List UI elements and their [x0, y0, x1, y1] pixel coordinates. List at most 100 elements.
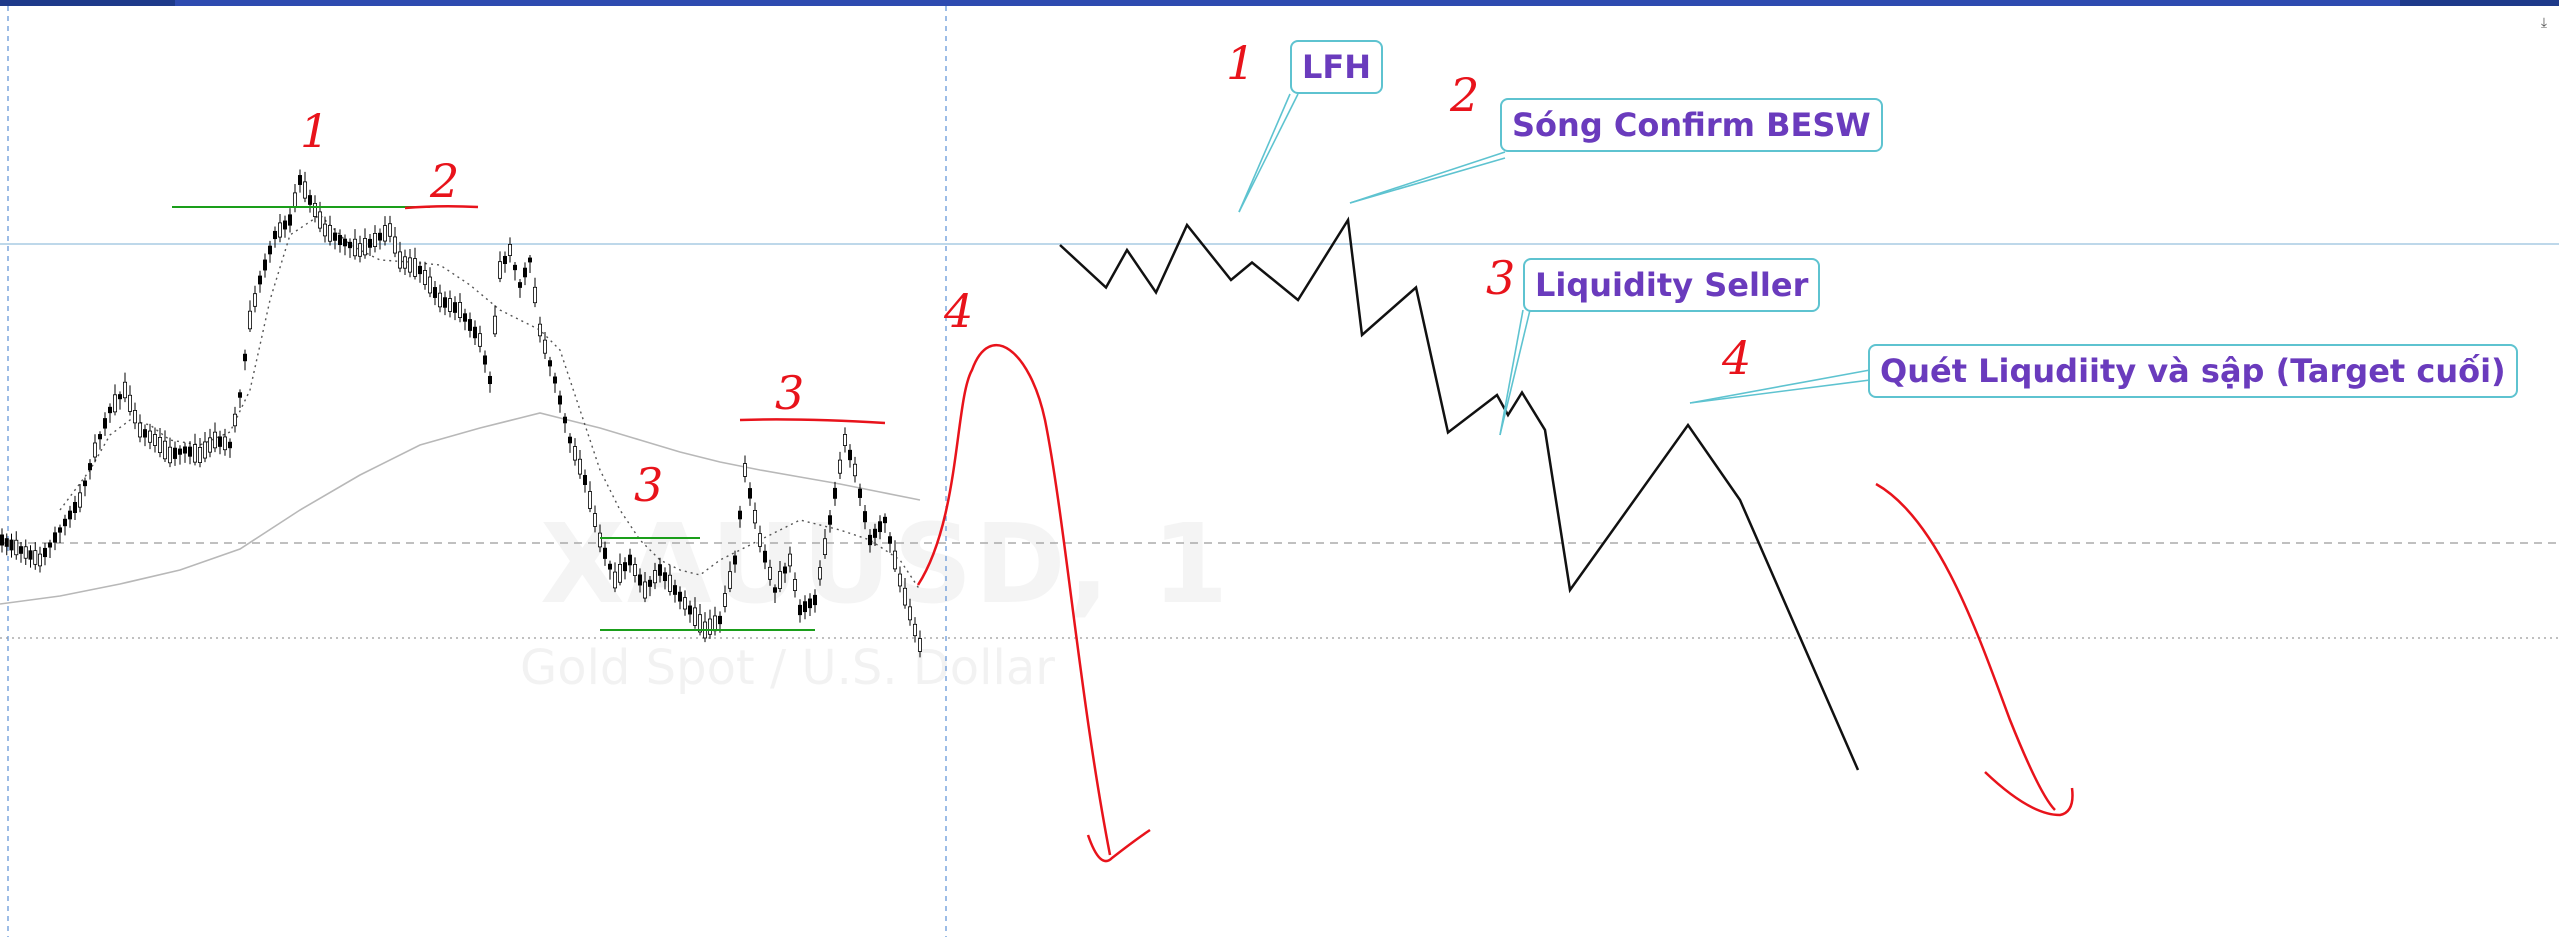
candle-body [217, 436, 222, 447]
candle-body [738, 510, 743, 520]
candle-body [863, 511, 868, 523]
callout-liquidity-seller[interactable]: Liquidity Seller [1523, 258, 1821, 312]
structure-label-left-1[interactable]: 1 [300, 104, 330, 158]
candle-body [893, 550, 898, 570]
candle-body [257, 275, 262, 285]
candle-body [307, 195, 312, 205]
candle-body [132, 410, 137, 424]
callout-connector-lfh-2 [1238, 93, 1291, 213]
candle-body [568, 436, 573, 444]
annotation-line-3-top[interactable] [739, 418, 886, 425]
candle-body [823, 538, 828, 556]
candle-body [633, 564, 638, 576]
candle-body [918, 638, 923, 652]
candle-body [322, 223, 327, 237]
candle-body [853, 463, 858, 477]
callout-confirm-besw[interactable]: Sóng Confirm BESW [1500, 98, 1883, 152]
candle-body [78, 492, 83, 508]
candle-body [387, 223, 392, 237]
candle-body [798, 604, 803, 616]
candle-body [908, 606, 913, 621]
candle-body [808, 598, 813, 609]
candle-body [903, 587, 908, 606]
annotation-arrow-target[interactable] [1875, 482, 2074, 817]
candle-body [518, 282, 523, 288]
candle-body [108, 406, 113, 414]
annotation-arrow-4[interactable] [916, 343, 1151, 863]
candle-body [277, 222, 282, 238]
candle-body [192, 444, 197, 463]
candle-body [83, 480, 88, 487]
candle-body [4, 538, 9, 547]
candle-body [422, 270, 427, 285]
candle-body [242, 353, 247, 362]
candle-body [773, 587, 778, 593]
candle-body [103, 418, 108, 429]
candle-body [267, 245, 272, 255]
candle-body [137, 422, 142, 438]
candle-body [693, 607, 698, 626]
candle-body [187, 446, 192, 457]
candle-body [598, 532, 603, 548]
structure-label-right-4[interactable]: 4 [1722, 331, 1752, 385]
structure-label-right-3[interactable]: 3 [1486, 251, 1516, 305]
candle-body [603, 547, 608, 559]
arrow-down-icon[interactable]: ⤓ [2540, 15, 2548, 31]
candle-body [357, 243, 362, 257]
candle-body [377, 232, 382, 241]
candle-body [317, 211, 322, 229]
candle-body [297, 175, 302, 185]
candle-body [507, 244, 512, 256]
candle-body [548, 360, 553, 367]
candle-body [763, 550, 768, 563]
callout-connector-liq-2 [1499, 309, 1524, 436]
candle-body [402, 256, 407, 269]
candle-body [477, 333, 482, 347]
structure-label-left-2[interactable]: 2 [430, 154, 460, 208]
candle-body [753, 510, 758, 524]
candle-body [723, 593, 728, 607]
candle-body [272, 230, 277, 240]
annotation-line-2[interactable] [404, 204, 479, 210]
structure-label-left-3b[interactable]: 3 [634, 458, 664, 512]
candle-body [0, 534, 4, 546]
callout-connector-besw [1349, 151, 1506, 204]
candle-body [663, 572, 668, 582]
candle-body [367, 238, 372, 248]
candle-body [232, 413, 237, 427]
candle-body [302, 181, 307, 199]
candle-body [28, 550, 33, 560]
candle-body [492, 315, 497, 335]
candle-body [227, 441, 232, 449]
candle-body [147, 430, 152, 443]
candle-body [327, 225, 332, 242]
projected-price-path[interactable] [1059, 216, 1860, 771]
structure-label-right-1[interactable]: 1 [1226, 36, 1256, 90]
candle-body [362, 238, 367, 256]
callout-target[interactable]: Quét Liqudiity và sập (Target cuối) [1868, 344, 2518, 398]
callout-lfh[interactable]: LFH [1290, 40, 1384, 94]
candle-body [182, 446, 187, 454]
candle-body [392, 236, 397, 254]
candle-body [873, 528, 878, 538]
candle-body [372, 233, 377, 247]
candle-body [593, 513, 598, 527]
structure-label-left-4[interactable]: 4 [944, 284, 974, 338]
candle-body [337, 234, 342, 246]
candle-body [502, 255, 507, 265]
structure-label-left-3a[interactable]: 3 [775, 366, 805, 420]
structure-label-right-2[interactable]: 2 [1450, 68, 1480, 122]
candle-body [768, 566, 773, 580]
candle-body [417, 265, 422, 275]
candle-body [513, 264, 518, 271]
candle-body [167, 446, 172, 464]
candle-body [778, 571, 783, 589]
candle-body [648, 579, 653, 587]
slow-moving-average [0, 412, 921, 605]
candle-body [528, 257, 533, 263]
candle-body [497, 261, 502, 279]
candle-body [162, 440, 167, 460]
candle-body [312, 203, 317, 217]
